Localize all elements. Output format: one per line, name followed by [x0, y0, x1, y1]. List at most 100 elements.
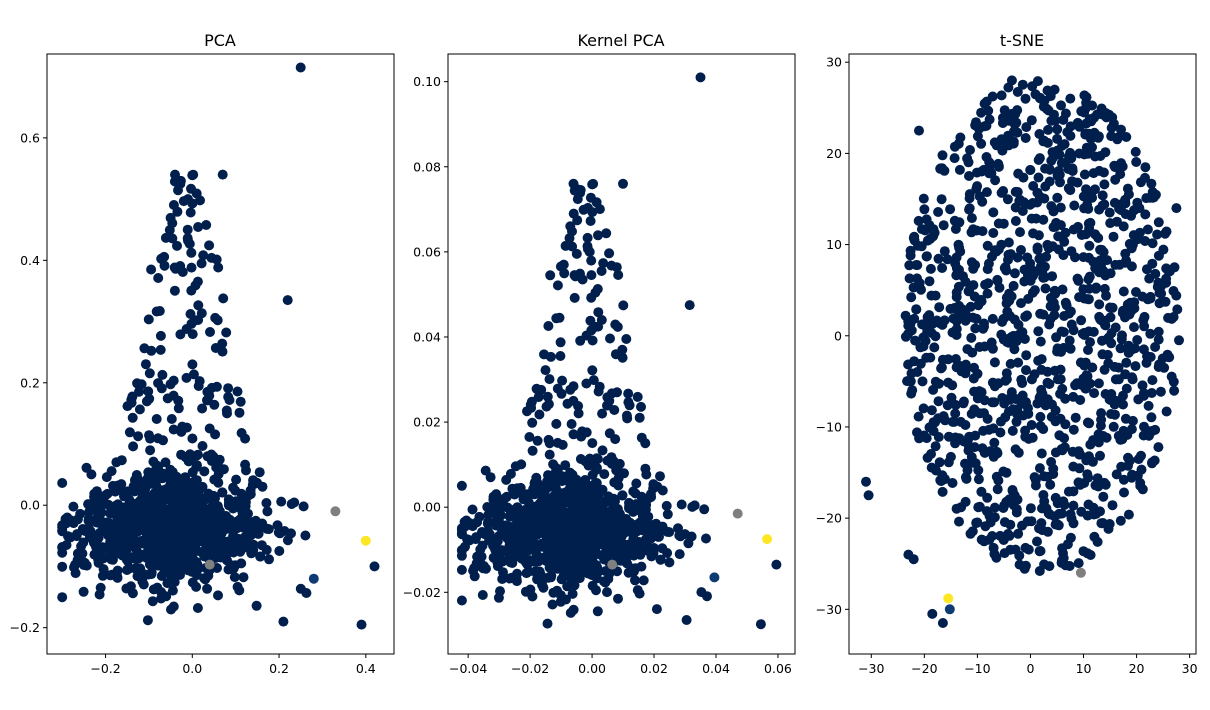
tsne-point [1021, 397, 1031, 408]
tsne-point [1146, 412, 1157, 423]
kernel-pca-highlight-point [732, 508, 743, 519]
tsne-point [1023, 408, 1034, 419]
kernel-pca-point [609, 405, 620, 415]
tsne-point [1104, 519, 1115, 529]
pca-point [185, 309, 196, 319]
tsne-point [1008, 280, 1019, 291]
tsne-point [1143, 400, 1154, 411]
kernel-pca-point [573, 408, 584, 419]
tsne-point [1016, 245, 1026, 255]
pca-point [161, 511, 171, 522]
subplot-pca: PCA −0.2 0.0 0.2 0.4 −0.2 0.0 0.2 0.4 0.6 [10, 31, 395, 676]
tsne-ytick-label: −20 [816, 511, 842, 526]
tsne-point [1113, 374, 1124, 385]
tsne-ytick-label: 0 [834, 328, 842, 343]
tsne-point [985, 511, 995, 522]
tsne-point [1036, 388, 1047, 398]
kernel-pca-point [554, 312, 565, 323]
tsne-point [937, 263, 948, 273]
pca-point [83, 499, 94, 510]
kernel-pca-point [535, 574, 546, 585]
tsne-point [945, 303, 956, 314]
tsne-point [993, 158, 1004, 169]
pca-point [148, 456, 159, 467]
kernel-pca-point [627, 566, 638, 577]
pca-point [143, 314, 154, 325]
pca-point [231, 496, 241, 507]
kernel-pca-point [674, 530, 685, 541]
kernel-pca-point [648, 479, 659, 490]
pca-point [186, 262, 197, 273]
tsne-point [1098, 265, 1109, 276]
tsne-point [958, 436, 969, 447]
kernel-pca-point [538, 582, 549, 593]
tsne-point [924, 276, 935, 287]
kernel-pca-point [543, 572, 554, 583]
tsne-point [1049, 302, 1060, 313]
tsne-point [1068, 461, 1079, 472]
kernel-pca-point [534, 566, 545, 577]
tsne-point [1032, 76, 1043, 87]
tsne-point [1061, 300, 1072, 311]
tsne-point [1105, 302, 1115, 313]
pca-point [167, 467, 178, 477]
tsne-point [1106, 409, 1116, 419]
pca-highlight-point [217, 169, 228, 180]
tsne-point [1052, 192, 1063, 203]
tsne-point [1039, 559, 1050, 570]
tsne-point [1017, 79, 1028, 90]
kernel-pca-point [613, 593, 623, 604]
tsne-point [1056, 346, 1066, 357]
pca-point [142, 615, 153, 626]
pca-point [131, 470, 142, 480]
pca-point [111, 457, 122, 468]
pca-point [186, 566, 197, 577]
pca-point [136, 482, 147, 492]
pca-point [209, 399, 220, 410]
pca-point [301, 588, 312, 598]
tsne-highlight-point [927, 608, 938, 619]
pca-point [115, 530, 126, 540]
tsne-point [993, 244, 1004, 255]
tsne-point [1065, 93, 1076, 104]
pca-point [137, 505, 148, 516]
pca-point [127, 412, 138, 423]
tsne-highlight-point [1171, 203, 1182, 214]
tsne-point [919, 204, 930, 215]
pca-point [172, 536, 183, 547]
tsne-point [1035, 336, 1046, 347]
kernel-pca-point [644, 525, 655, 536]
tsne-point [1096, 244, 1107, 255]
tsne-point [936, 194, 947, 205]
tsne-point [1014, 195, 1025, 206]
pca-point [192, 603, 203, 613]
kernel-pca-point [531, 472, 542, 483]
tsne-point [1004, 295, 1015, 306]
kernel-pca-xtick-label: 0.00 [578, 661, 606, 676]
tsne-point [958, 396, 969, 407]
kernel-pca-point [549, 500, 560, 511]
kernel-pca-point [637, 510, 648, 521]
tsne-point [974, 191, 985, 202]
kernel-pca-point [557, 375, 568, 386]
tsne-point [978, 425, 989, 436]
pca-point [128, 441, 139, 452]
tsne-point [964, 193, 975, 204]
tsne-point [1083, 203, 1094, 214]
pca-point [162, 578, 173, 589]
kernel-pca-point [657, 485, 668, 496]
kernel-pca-point [609, 477, 620, 488]
kernel-pca-point [508, 511, 519, 522]
tsne-point [1098, 167, 1109, 178]
pca-point [173, 395, 184, 406]
tsne-point [976, 138, 987, 149]
pca-point [187, 433, 198, 444]
tsne-point [960, 458, 970, 469]
pca-xtick-label: 0.4 [356, 661, 376, 676]
tsne-point [1008, 330, 1019, 341]
kernel-pca-point [560, 514, 571, 525]
pca-point [218, 464, 229, 475]
pca-point [191, 188, 202, 199]
pca-point [160, 232, 171, 243]
tsne-point [968, 373, 979, 384]
